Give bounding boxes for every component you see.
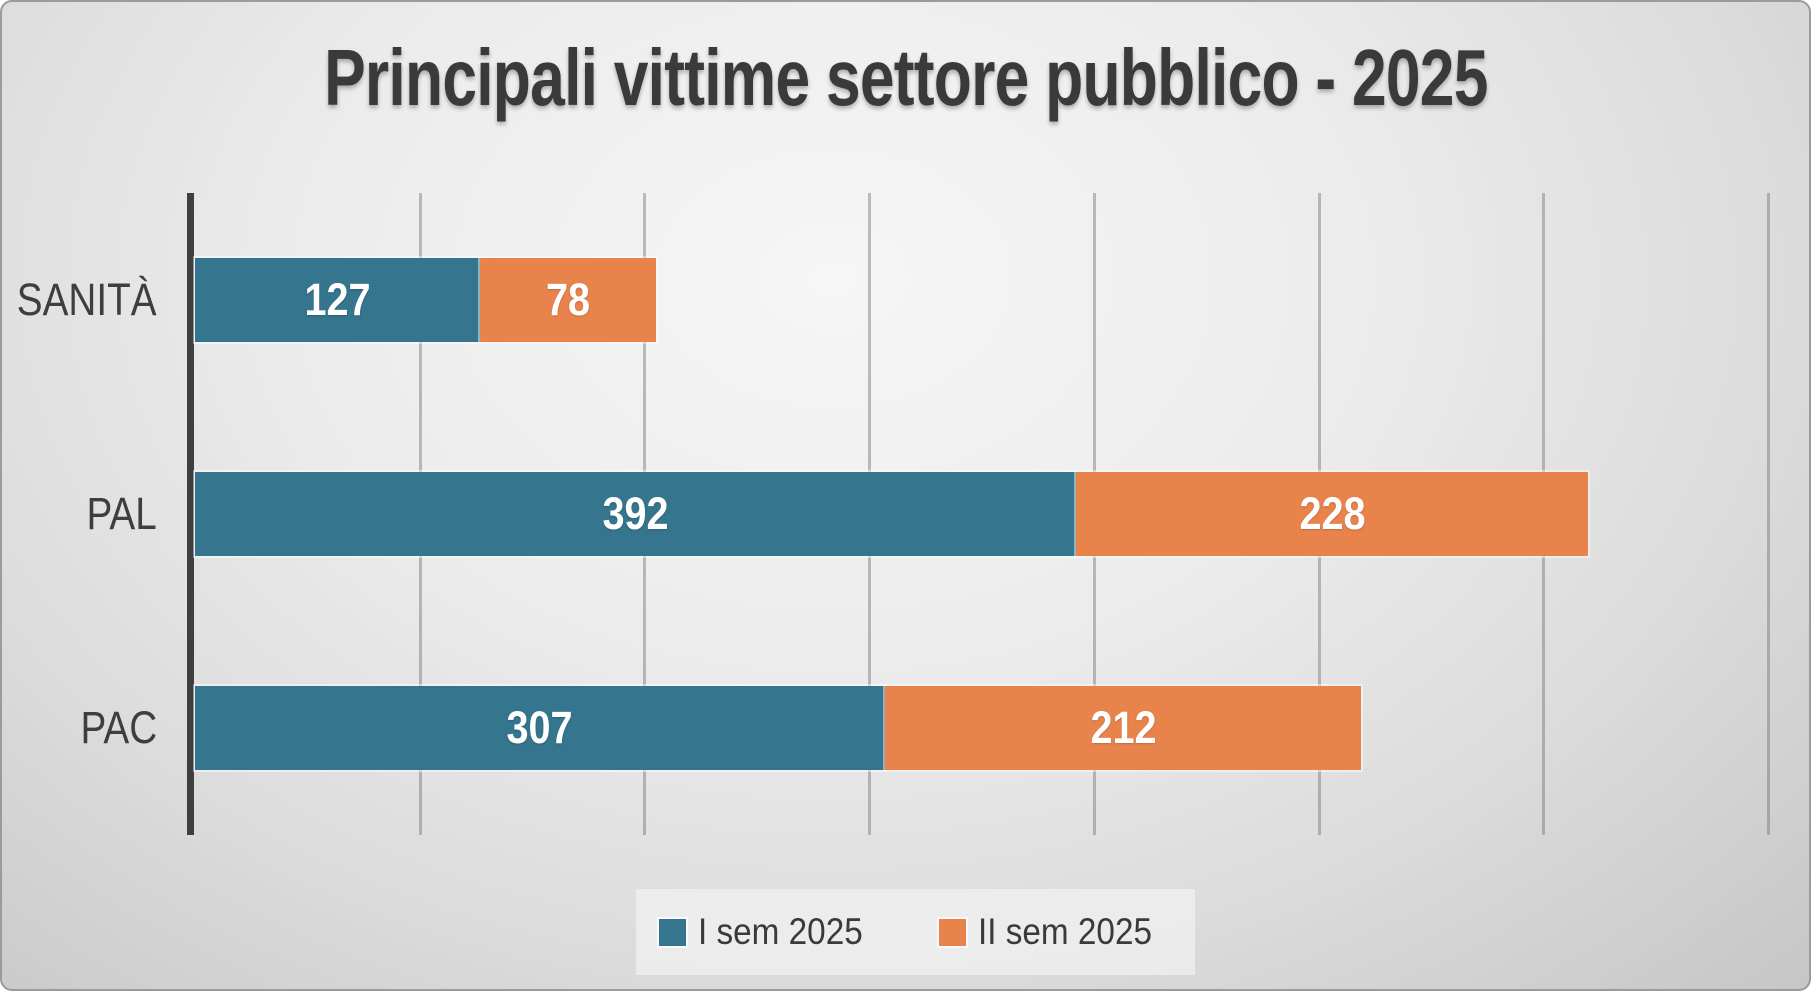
legend-swatch-sem2-icon bbox=[939, 918, 967, 946]
y-axis-line bbox=[187, 193, 194, 835]
legend-label-sem1: I sem 2025 bbox=[698, 911, 864, 952]
bar-value-label: 228 bbox=[1299, 488, 1366, 539]
bar-row-pal: 392 228 bbox=[195, 407, 1809, 621]
chart-title-text: Principali vittime settore pubblico - 20… bbox=[323, 33, 1488, 122]
category-label-text: PAL bbox=[86, 488, 157, 539]
bar-value-label: 392 bbox=[602, 488, 669, 539]
chart-title: Principali vittime settore pubblico - 20… bbox=[2, 38, 1809, 118]
legend-item-sem2[interactable]: II sem 2025 bbox=[939, 911, 1171, 953]
category-label-sanita: SANITÀ bbox=[2, 274, 157, 326]
bar-value-label: 212 bbox=[1090, 702, 1157, 753]
gridline-700 bbox=[1767, 193, 1771, 835]
category-label-pal: PAL bbox=[75, 488, 157, 540]
bar-row-pac: 307 212 bbox=[195, 621, 1809, 835]
plot-area: SANITÀ PAL PAC 127 78 392 228 30 bbox=[17, 193, 1809, 835]
bar-segment-sem1-pac[interactable]: 307 bbox=[195, 686, 885, 770]
bar-segment-sem1-pal[interactable]: 392 bbox=[195, 472, 1076, 556]
bar-row-sanita: 127 78 bbox=[195, 193, 1809, 407]
bar-segment-sem2-pal[interactable]: 228 bbox=[1075, 472, 1589, 556]
bar-segment-sem2-pac[interactable]: 212 bbox=[884, 686, 1362, 770]
legend-swatch-sem1-icon bbox=[659, 918, 687, 946]
bar-value-label: 307 bbox=[506, 702, 573, 753]
category-label-text: PAC bbox=[80, 701, 157, 753]
legend-label-sem2: II sem 2025 bbox=[978, 911, 1153, 952]
category-label-pac: PAC bbox=[68, 702, 157, 754]
bar-value-label: 127 bbox=[304, 274, 371, 325]
category-label-text: SANITÀ bbox=[17, 274, 157, 325]
bar-value-label: 78 bbox=[546, 274, 591, 325]
legend-item-sem1[interactable]: I sem 2025 bbox=[659, 911, 881, 953]
bar-segment-sem1-sanita[interactable]: 127 bbox=[195, 258, 481, 342]
legend: I sem 2025 II sem 2025 bbox=[636, 889, 1195, 975]
bar-segment-sem2-sanita[interactable]: 78 bbox=[480, 258, 656, 342]
